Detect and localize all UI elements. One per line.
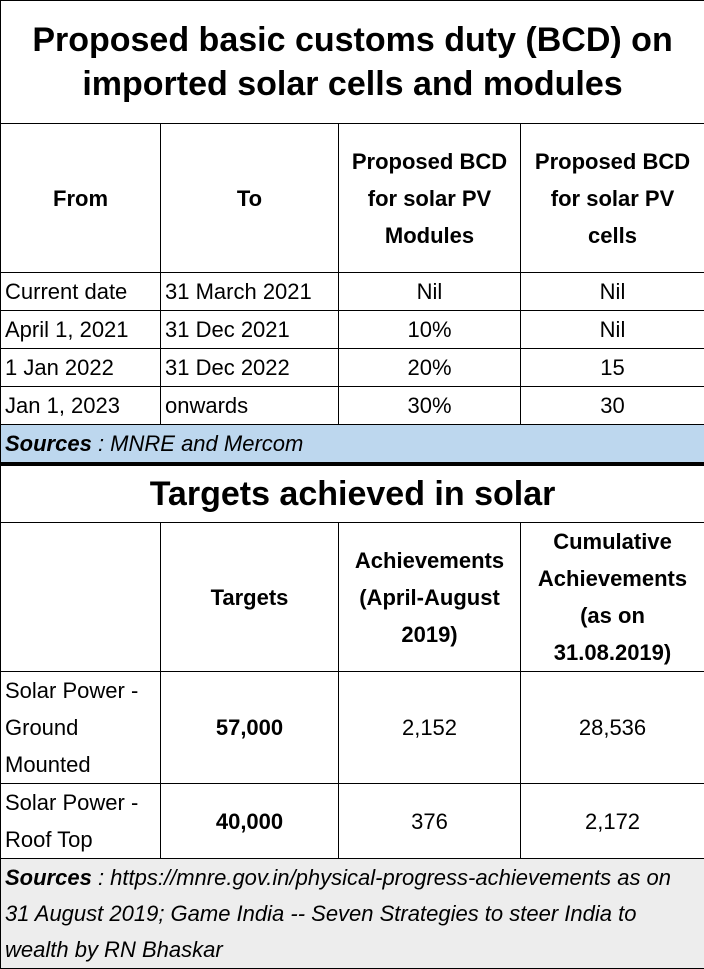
- table-cell: 10%: [339, 311, 521, 349]
- table-cell: 57,000: [161, 672, 339, 784]
- table-cell: 28,536: [521, 672, 704, 784]
- table-cell: Solar Power - Roof Top: [1, 784, 161, 859]
- table-cell: 31 March 2021: [161, 273, 339, 311]
- table-cell: Jan 1, 2023: [1, 387, 161, 425]
- table-cell: 31 Dec 2021: [161, 311, 339, 349]
- targets-table: Targets achieved in solar Targets Achiev…: [0, 465, 704, 969]
- table-cell: 40,000: [161, 784, 339, 859]
- header-cell: Cumulative Achievements (as on 31.08.201…: [521, 523, 704, 672]
- header-cell: From: [1, 124, 161, 273]
- sources-row: Sources : MNRE and Mercom: [1, 425, 704, 464]
- table-cell: 30%: [339, 387, 521, 425]
- sources-label: Sources: [5, 865, 92, 890]
- table-cell: Solar Power - Ground Mounted: [1, 672, 161, 784]
- table-cell: April 1, 2021: [1, 311, 161, 349]
- table-cell: 30: [521, 387, 704, 425]
- table-title: Targets achieved in solar: [1, 466, 704, 523]
- table-cell: Nil: [521, 273, 704, 311]
- bcd-table: Proposed basic customs duty (BCD) on imp…: [0, 0, 704, 465]
- table-cell: onwards: [161, 387, 339, 425]
- table-cell: 2,172: [521, 784, 704, 859]
- sources-label: Sources: [5, 431, 92, 456]
- table-cell: 31 Dec 2022: [161, 349, 339, 387]
- table-cell: 2,152: [339, 672, 521, 784]
- title-row: Proposed basic customs duty (BCD) on imp…: [1, 1, 704, 124]
- header-cell: To: [161, 124, 339, 273]
- sources-cell: Sources : https://mnre.gov.in/physical-p…: [1, 859, 704, 969]
- sources-text: : https://mnre.gov.in/physical-progress-…: [5, 865, 671, 962]
- table-cell: 1 Jan 2022: [1, 349, 161, 387]
- header-cell: [1, 523, 161, 672]
- table-cell: 15: [521, 349, 704, 387]
- table-cell: Nil: [339, 273, 521, 311]
- sources-cell: Sources : MNRE and Mercom: [1, 425, 704, 464]
- table-cell: 376: [339, 784, 521, 859]
- header-cell: Targets: [161, 523, 339, 672]
- sources-row: Sources : https://mnre.gov.in/physical-p…: [1, 859, 704, 969]
- table-cell: 20%: [339, 349, 521, 387]
- header-cell: Proposed BCD for solar PV cells: [521, 124, 704, 273]
- table-title: Proposed basic customs duty (BCD) on imp…: [1, 1, 704, 124]
- table-cell: Current date: [1, 273, 161, 311]
- sources-text: : MNRE and Mercom: [98, 431, 303, 456]
- header-cell: Proposed BCD for solar PV Modules: [339, 124, 521, 273]
- header-row: From To Proposed BCD for solar PV Module…: [1, 124, 704, 273]
- header-cell: Achievements (April-August 2019): [339, 523, 521, 672]
- header-row: Targets Achievements (April-August 2019)…: [1, 523, 704, 672]
- table-cell: Nil: [521, 311, 704, 349]
- title-row: Targets achieved in solar: [1, 466, 704, 523]
